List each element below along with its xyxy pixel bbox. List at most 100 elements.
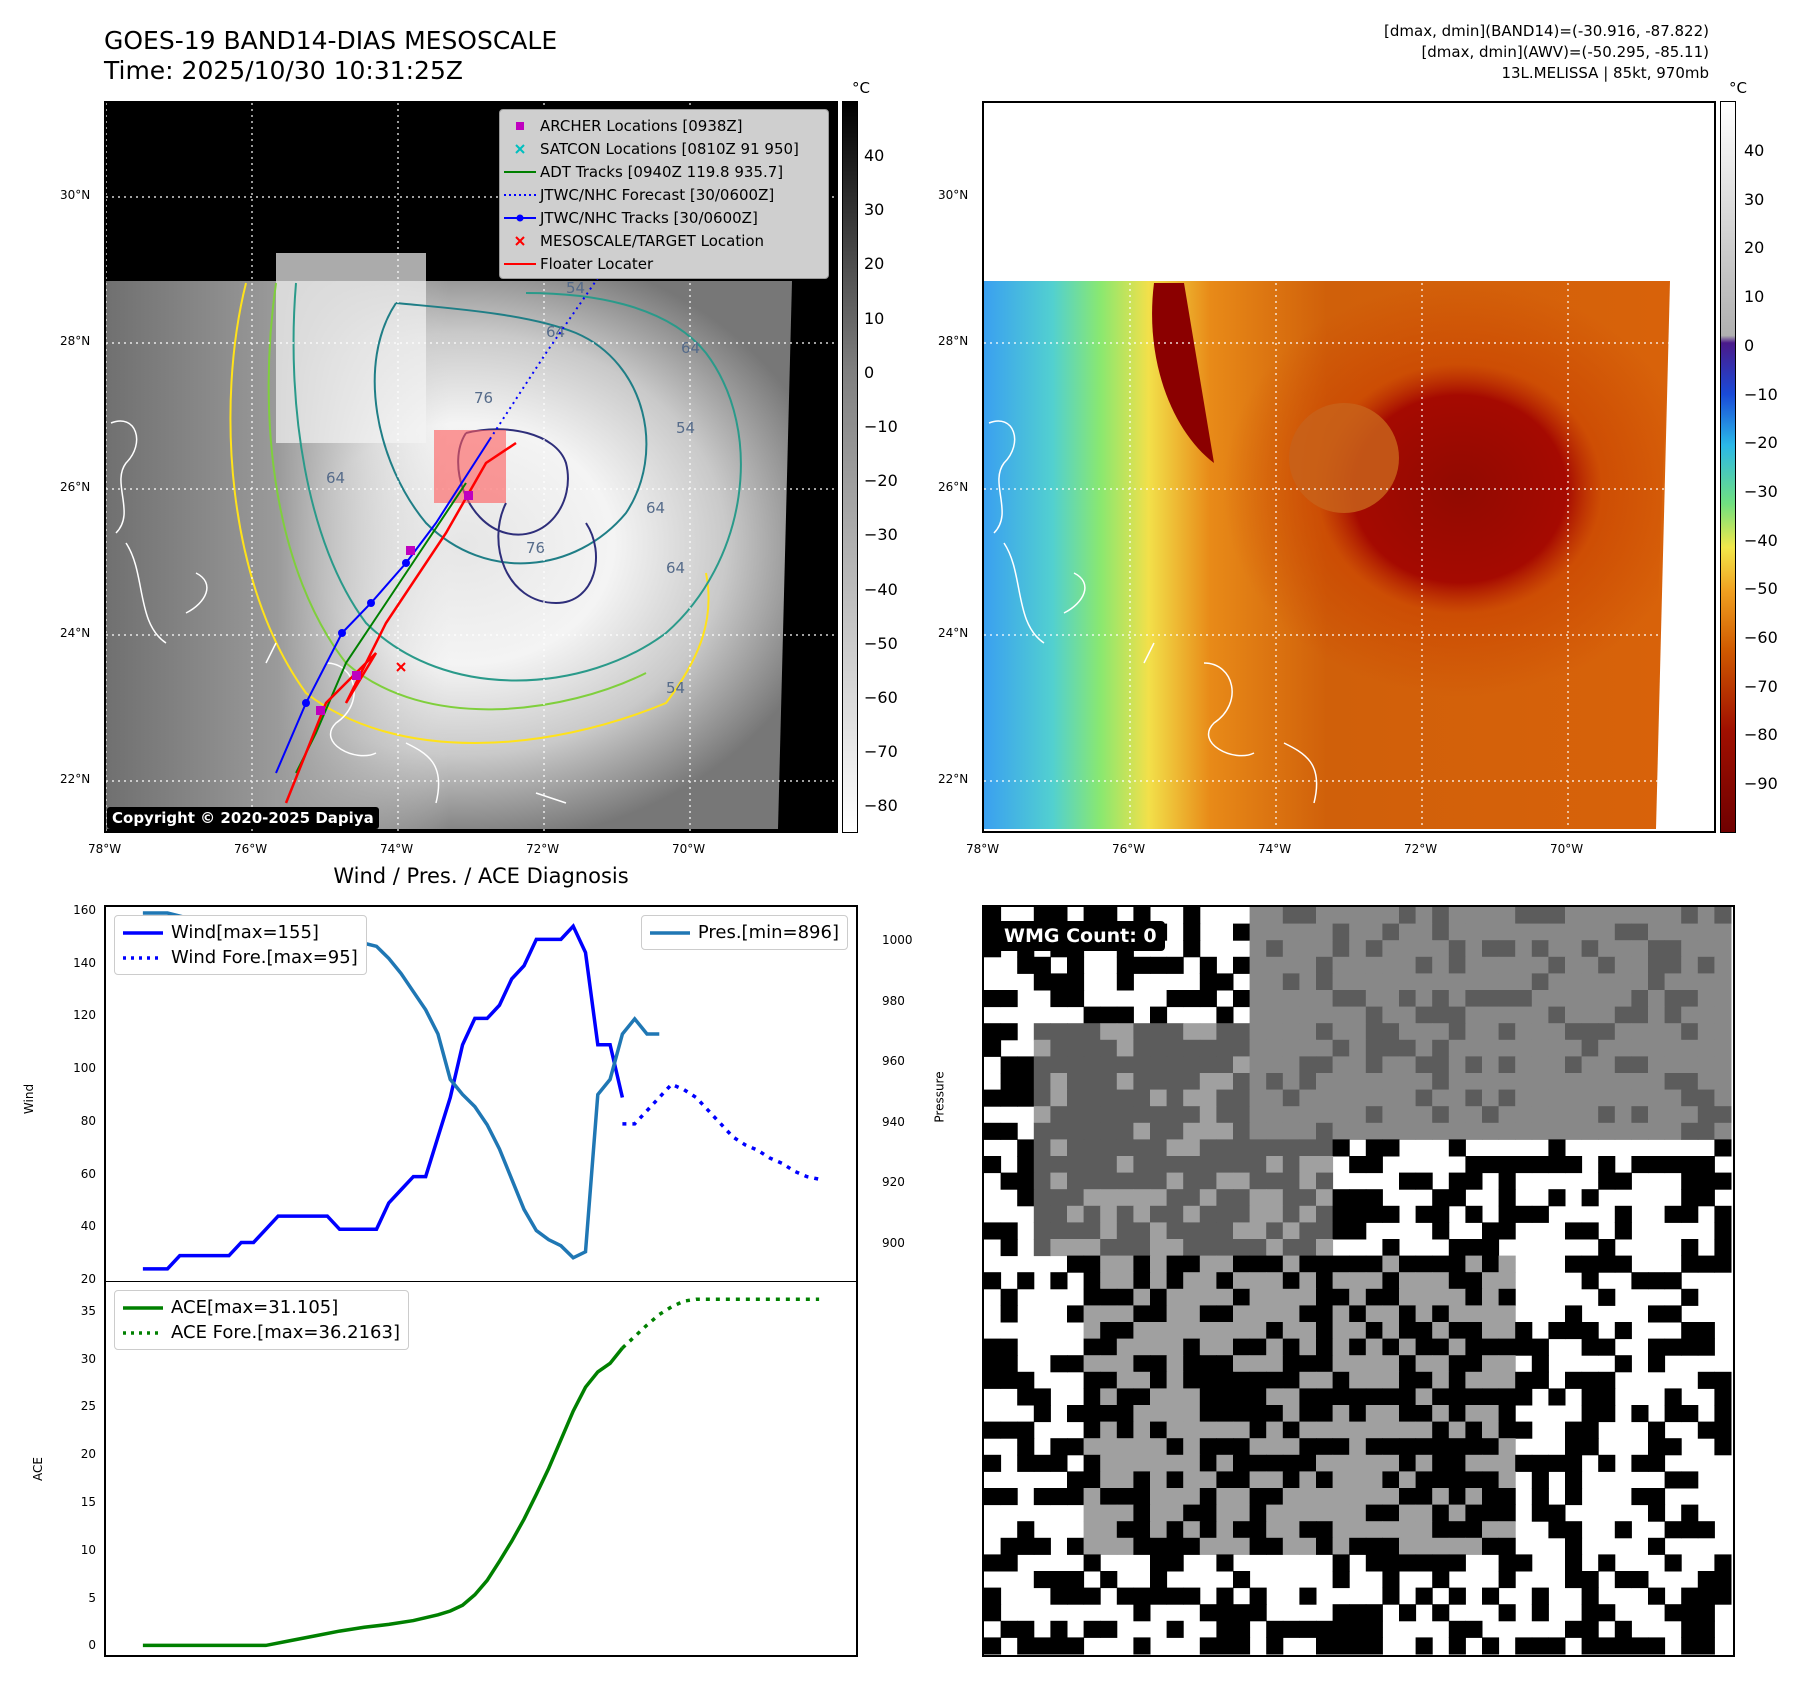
colorbar-tick: −20 (1744, 433, 1778, 453)
contour-label: 64 (666, 559, 685, 577)
series-wind (142, 923, 625, 1271)
contour-label: 64 (681, 339, 700, 357)
lat-tick: 26°N (60, 480, 91, 494)
colorbar-tick: −90 (1744, 774, 1778, 794)
colorbar-tick: 30 (1744, 189, 1765, 209)
pressure-axis-label: Pressure (932, 1071, 947, 1123)
y-tick: 100 (73, 1061, 96, 1076)
y-tick: 25 (80, 1399, 96, 1414)
y-tick: 940 (882, 1114, 905, 1129)
contour-yellow (229, 282, 710, 744)
colorbar-tick: −70 (1744, 676, 1778, 696)
legend-ace: ACE[max=31.105] (123, 1297, 339, 1318)
legend-archer: ARCHER Locations [0938Z] (500, 114, 828, 137)
coastline (110, 420, 567, 804)
y-tick: 80 (80, 1113, 96, 1128)
info-band14: [dmax, dmin](BAND14)=(-30.916, -87.822) (1384, 22, 1709, 40)
lon-tick: 70°W (1550, 842, 1584, 856)
y-tick: 5 (88, 1590, 96, 1605)
y-tick: 20 (80, 1447, 96, 1462)
awv-map-canvas (984, 103, 1714, 831)
y-tick: 960 (882, 1054, 905, 1069)
contour-label: 54 (676, 419, 695, 437)
lon-tick: 72°W (1404, 842, 1438, 856)
band14-map-canvas: 64 76 54 64 64 76 64 54 64 54 (106, 103, 836, 831)
colorbar-tick: 20 (864, 254, 885, 274)
jtwc-track-points (302, 559, 410, 707)
y-tick: 10 (80, 1542, 96, 1557)
legend-adt: ADT Tracks [0940Z 119.8 935.7] (504, 162, 784, 181)
contour-teal (292, 282, 742, 682)
lon-tick: 72°W (526, 842, 560, 856)
band14-map: 64 76 54 64 64 76 64 54 64 54 (104, 101, 838, 833)
series-ace-fore (621, 1297, 820, 1350)
map-grid (984, 103, 1714, 831)
wmg-count-badge: WMG Count: 0 (996, 921, 1165, 951)
legend-pres: Pres.[min=896] (649, 922, 839, 943)
colorbar-tick: −50 (1744, 579, 1778, 599)
y-tick: 120 (73, 1008, 96, 1023)
colorbar-tick: −70 (864, 742, 898, 762)
colorbar-tick: −60 (1744, 628, 1778, 647)
colorbar-right (1720, 101, 1736, 833)
mesoscale-target-marker (396, 662, 406, 672)
contour-label: 76 (474, 389, 493, 407)
y-tick: 1000 (882, 933, 913, 948)
colorbar-tick: −40 (864, 579, 898, 599)
lat-tick: 28°N (60, 334, 91, 348)
colorbar-tick: −40 (1744, 530, 1778, 550)
lon-tick: 74°W (380, 842, 414, 856)
lon-tick: 70°W (672, 842, 706, 856)
colorbar-tick: −20 (864, 471, 898, 491)
title-line-1: GOES-19 BAND14-DIAS MESOSCALE (104, 26, 558, 55)
y-tick: 980 (882, 993, 905, 1008)
colorbar-tick: −30 (1744, 481, 1778, 501)
coastline (988, 420, 1318, 804)
lat-tick: 22°N (938, 772, 969, 786)
archer-points (316, 491, 473, 715)
lat-tick: 30°N (60, 188, 91, 202)
legend-floater: Floater Locater (504, 254, 654, 273)
colorbar-tick: 10 (864, 308, 885, 328)
lat-tick: 24°N (60, 626, 91, 640)
wind-pressure-chart: Wind[max=155] Wind Fore.[max=95] Pres.[m… (104, 905, 858, 1282)
colorbar-tick: 20 (1744, 238, 1765, 258)
ace-legend: ACE[max=31.105] ACE Fore.[max=36.2163] (114, 1290, 409, 1350)
colorbar-tick: 0 (1744, 335, 1755, 355)
pressure-legend: Pres.[min=896] (640, 915, 848, 950)
contour-label: 64 (546, 323, 565, 341)
legend-satcon: SATCON Locations [0810Z 91 950] (500, 137, 828, 160)
diag-title: Wind / Pres. / ACE Diagnosis (333, 864, 629, 888)
info-storm: 13L.MELISSA | 85kt, 970mb (1501, 64, 1709, 82)
wmg-raster (984, 907, 1732, 1655)
colorbar-tick: 40 (864, 146, 885, 165)
y-tick: 0 (88, 1638, 96, 1653)
title-line-2: Time: 2025/10/30 10:31:25Z (104, 56, 463, 85)
contour-label: 54 (666, 679, 685, 697)
colorbar-tick: 40 (1744, 141, 1765, 160)
ace-chart: ACE[max=31.105] ACE Fore.[max=36.2163] (104, 1281, 858, 1657)
lat-tick: 22°N (60, 772, 91, 786)
colorbar-right-unit: °C (1729, 79, 1747, 97)
wind-legend: Wind[max=155] Wind Fore.[max=95] (114, 915, 367, 975)
legend-jtwc: JTWC/NHC Tracks [30/0600Z] (500, 206, 828, 229)
colorbar-left (842, 101, 858, 833)
lat-tick: 28°N (938, 334, 969, 348)
lat-tick: 26°N (938, 480, 969, 494)
ace-plot (142, 1297, 820, 1648)
y-tick: 60 (80, 1166, 96, 1181)
lon-tick: 76°W (1112, 842, 1146, 856)
ace-axis-label: ACE (30, 1457, 45, 1481)
legend-wind-fore: Wind Fore.[max=95] (123, 947, 358, 968)
contour-label: 64 (646, 499, 665, 517)
colorbar-tick: 30 (864, 200, 885, 220)
y-tick: 900 (882, 1235, 905, 1250)
y-tick: 35 (80, 1303, 96, 1318)
colorbar-tick: −80 (864, 796, 898, 816)
series-ace (142, 1346, 624, 1648)
lat-tick: 30°N (938, 188, 969, 202)
legend-target: MESOSCALE/TARGET Location (500, 229, 828, 252)
lon-tick: 74°W (1258, 842, 1292, 856)
y-tick: 15 (80, 1494, 96, 1509)
y-tick: 160 (73, 903, 96, 917)
